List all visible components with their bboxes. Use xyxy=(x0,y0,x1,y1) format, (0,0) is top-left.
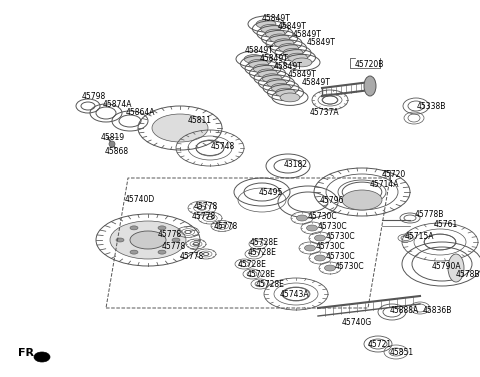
Text: 45778: 45778 xyxy=(194,202,218,211)
Ellipse shape xyxy=(364,76,376,96)
Text: 45849T: 45849T xyxy=(293,30,322,39)
Text: 45495: 45495 xyxy=(259,188,283,197)
Ellipse shape xyxy=(270,34,289,43)
Text: 45849T: 45849T xyxy=(245,46,274,55)
Ellipse shape xyxy=(34,352,50,362)
Ellipse shape xyxy=(158,226,166,230)
Ellipse shape xyxy=(448,254,464,282)
Text: 45730C: 45730C xyxy=(318,222,348,231)
Text: 45778: 45778 xyxy=(180,252,204,261)
Ellipse shape xyxy=(342,190,382,210)
Text: 45874A: 45874A xyxy=(103,100,132,109)
Text: 45864A: 45864A xyxy=(126,108,156,117)
Ellipse shape xyxy=(130,226,138,230)
Text: 45748: 45748 xyxy=(211,142,235,151)
Text: 45849T: 45849T xyxy=(288,70,317,79)
Text: 45849T: 45849T xyxy=(262,14,291,23)
Text: 45728E: 45728E xyxy=(256,280,285,289)
Ellipse shape xyxy=(110,221,186,259)
Text: 45730C: 45730C xyxy=(326,232,356,241)
Text: 45737A: 45737A xyxy=(310,108,340,117)
Text: 45761: 45761 xyxy=(434,220,458,229)
Ellipse shape xyxy=(297,215,308,221)
Ellipse shape xyxy=(274,39,294,48)
Ellipse shape xyxy=(324,265,336,271)
Ellipse shape xyxy=(172,238,180,242)
Text: 45720: 45720 xyxy=(382,170,406,179)
Ellipse shape xyxy=(116,238,124,242)
Text: 45778: 45778 xyxy=(214,222,238,231)
Text: 45819: 45819 xyxy=(101,133,125,142)
Ellipse shape xyxy=(109,141,115,147)
Text: 45849T: 45849T xyxy=(274,62,303,71)
Text: 45740G: 45740G xyxy=(342,318,372,327)
Ellipse shape xyxy=(278,44,299,52)
Ellipse shape xyxy=(288,53,307,62)
Ellipse shape xyxy=(304,245,315,251)
Text: 45728E: 45728E xyxy=(247,270,276,279)
Text: 45730C: 45730C xyxy=(316,242,346,251)
Text: 45868: 45868 xyxy=(105,147,129,156)
Text: 45778: 45778 xyxy=(162,242,186,251)
Text: 45715A: 45715A xyxy=(405,232,434,241)
Text: 45811: 45811 xyxy=(188,116,212,125)
Ellipse shape xyxy=(130,250,138,254)
Text: FR.: FR. xyxy=(18,348,38,358)
Ellipse shape xyxy=(244,55,264,63)
Ellipse shape xyxy=(314,235,325,241)
Ellipse shape xyxy=(271,83,291,92)
FancyArrowPatch shape xyxy=(40,354,47,359)
Text: 45714A: 45714A xyxy=(370,180,399,189)
Text: 45730C: 45730C xyxy=(335,262,365,271)
Text: 45798: 45798 xyxy=(82,92,106,101)
Ellipse shape xyxy=(253,64,273,73)
Ellipse shape xyxy=(280,93,300,102)
Text: 45740D: 45740D xyxy=(125,195,155,204)
Text: 45888A: 45888A xyxy=(390,306,419,315)
Text: 45728E: 45728E xyxy=(238,260,267,269)
Text: 45721: 45721 xyxy=(368,340,392,349)
Ellipse shape xyxy=(307,225,317,231)
Ellipse shape xyxy=(152,114,208,142)
Ellipse shape xyxy=(276,88,295,97)
Text: 45778: 45778 xyxy=(192,212,216,221)
Ellipse shape xyxy=(283,48,303,57)
Text: 45790A: 45790A xyxy=(432,262,462,271)
Ellipse shape xyxy=(265,29,285,38)
Ellipse shape xyxy=(266,78,287,87)
Ellipse shape xyxy=(262,74,282,83)
Text: 45730C: 45730C xyxy=(326,252,356,261)
Ellipse shape xyxy=(258,69,277,78)
Text: 45849T: 45849T xyxy=(278,22,307,31)
Text: 45796: 45796 xyxy=(320,196,344,205)
Text: 45849T: 45849T xyxy=(260,54,289,63)
Ellipse shape xyxy=(158,250,166,254)
Text: 45338B: 45338B xyxy=(417,102,446,111)
Text: 45720B: 45720B xyxy=(355,60,384,69)
Ellipse shape xyxy=(314,255,325,261)
Ellipse shape xyxy=(292,58,312,67)
Text: 45849T: 45849T xyxy=(307,38,336,47)
Text: 45730C: 45730C xyxy=(308,212,337,221)
Ellipse shape xyxy=(249,60,268,68)
Text: 45778: 45778 xyxy=(158,230,182,239)
Text: 45728E: 45728E xyxy=(250,238,279,247)
Text: 45851: 45851 xyxy=(390,348,414,357)
Text: 45778B: 45778B xyxy=(415,210,444,219)
Text: 4578B: 4578B xyxy=(456,270,480,279)
Ellipse shape xyxy=(256,20,276,28)
Text: 43182: 43182 xyxy=(284,160,308,169)
Ellipse shape xyxy=(261,25,280,33)
Text: 45743A: 45743A xyxy=(280,290,310,299)
Ellipse shape xyxy=(130,231,166,249)
Text: 45836B: 45836B xyxy=(423,306,452,315)
Text: 45728E: 45728E xyxy=(248,248,277,257)
Text: 45849T: 45849T xyxy=(302,78,331,87)
